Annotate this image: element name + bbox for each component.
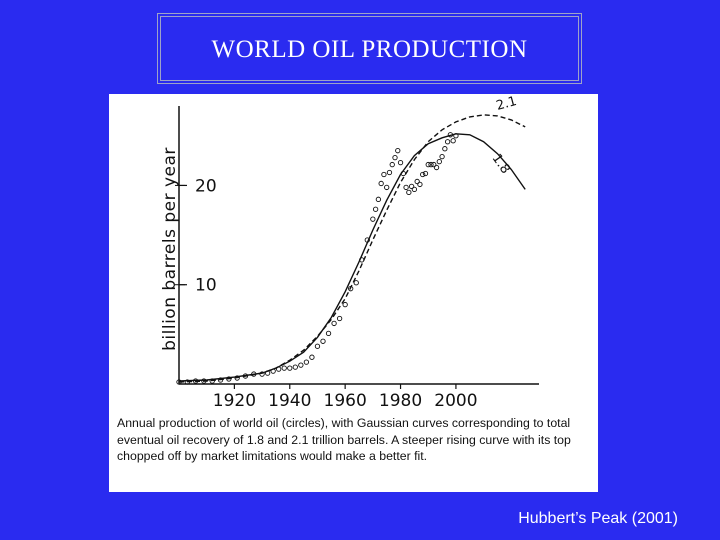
data-point-circle xyxy=(384,184,390,191)
data-point-circle xyxy=(375,196,382,202)
x-tick-label: 2000 xyxy=(434,391,477,411)
data-point-circle xyxy=(444,139,451,145)
data-point-circle xyxy=(314,343,321,349)
curve-label-2-1: 2.1 xyxy=(495,94,519,114)
oil-production-chart: 1920 1940 1960 1980 2000 10 20 billion barrels … xyxy=(160,94,539,411)
data-point-circle xyxy=(442,146,448,152)
data-point-circle xyxy=(431,161,437,168)
y-tick-label: 20 xyxy=(195,176,217,196)
data-point-circle xyxy=(386,169,393,176)
data-point-circle xyxy=(428,161,434,168)
slide-title: WORLD OIL PRODUCTION xyxy=(211,36,528,63)
data-point-circle xyxy=(414,178,420,185)
curve-1-8-solid xyxy=(178,133,526,382)
data-point-circle xyxy=(450,138,456,144)
data-point-circle xyxy=(325,330,332,337)
x-tick-label: 1980 xyxy=(379,391,422,411)
data-point-circle xyxy=(406,189,412,196)
y-axis-label: billion barrels per year xyxy=(160,147,180,351)
figure-caption: Annual production of world oil (circles)… xyxy=(117,416,571,463)
data-point-circle xyxy=(298,362,304,368)
title-box: WORLD OIL PRODUCTION xyxy=(157,13,582,84)
data-point-circle xyxy=(353,280,359,286)
data-point-circle xyxy=(372,206,379,212)
x-tick-label: 1920 xyxy=(213,391,256,411)
y-tick-label: 10 xyxy=(195,276,217,296)
data-point-circle xyxy=(408,183,415,190)
data-point-circle xyxy=(425,161,431,168)
data-point-circle xyxy=(417,181,423,188)
data-point-circle xyxy=(320,338,326,344)
data-point-circle xyxy=(395,148,401,154)
data-point-circle xyxy=(378,180,384,187)
data-point-circle xyxy=(331,320,337,327)
figure-panel: 1920 1940 1960 1980 2000 10 20 billion barrels … xyxy=(109,94,598,492)
data-point-circle xyxy=(287,365,293,371)
data-point-circle xyxy=(336,315,343,322)
data-point-circle xyxy=(439,153,445,160)
data-point-circle xyxy=(217,377,224,383)
data-point-circle xyxy=(403,184,409,191)
data-point-circle xyxy=(370,216,376,222)
data-point-circle xyxy=(381,171,387,178)
x-tick-label: 1960 xyxy=(324,391,367,411)
data-point-circle xyxy=(389,161,395,168)
data-point-circle xyxy=(422,170,429,177)
data-point-circle xyxy=(303,359,310,365)
data-point-circle xyxy=(392,154,398,161)
data-point-circle xyxy=(433,164,440,171)
curve-2-1-dashed xyxy=(178,114,526,383)
data-point-circle xyxy=(397,159,404,166)
data-point-circle xyxy=(281,365,287,371)
data-point-circle xyxy=(436,158,442,165)
x-tick-label: 1940 xyxy=(268,391,311,411)
credit-text: Hubbert’s Peak (2001) xyxy=(518,510,678,527)
data-point-circle xyxy=(420,171,426,178)
data-point-circle xyxy=(342,301,348,308)
curve-label-1-8: 1.8 xyxy=(489,151,513,177)
data-point-circle xyxy=(411,186,418,193)
data-point-circle xyxy=(292,364,298,370)
data-point-circle xyxy=(309,354,315,360)
